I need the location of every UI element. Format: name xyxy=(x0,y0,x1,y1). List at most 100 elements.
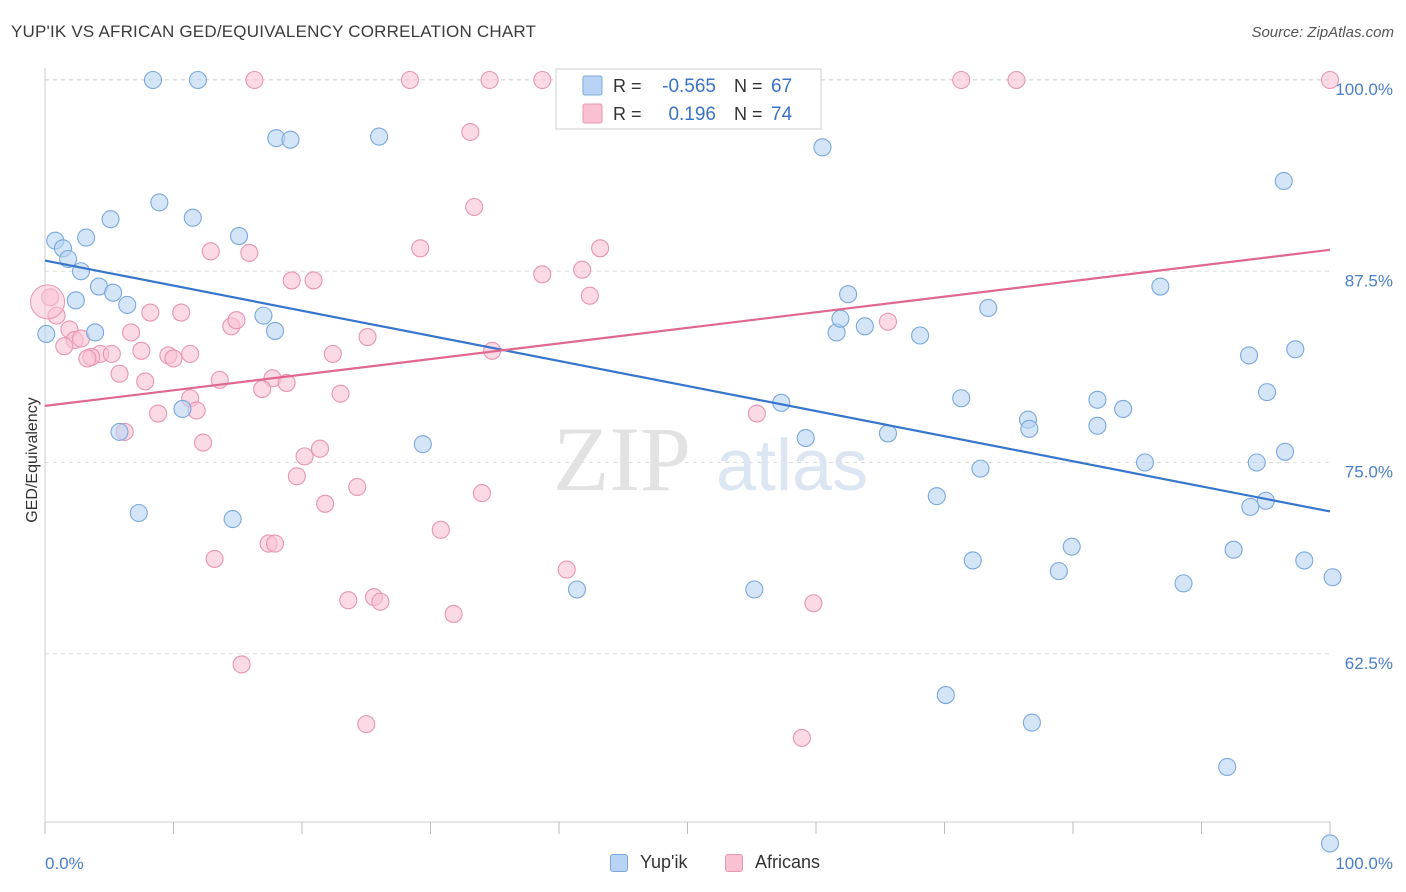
africans-point xyxy=(149,404,168,423)
yupik-point xyxy=(855,317,874,336)
africans-point xyxy=(580,286,599,305)
africans-point xyxy=(323,344,342,363)
legend-r-value-1: -0.565 xyxy=(662,76,716,97)
yupik-point xyxy=(936,686,955,705)
yupik-point xyxy=(1275,442,1295,461)
yupik-point xyxy=(223,510,242,529)
yupik-point xyxy=(971,459,990,478)
africans-point xyxy=(591,239,610,258)
yupik-point xyxy=(173,399,192,419)
africans-point xyxy=(472,484,491,503)
africans-point xyxy=(102,344,121,363)
watermark-atlas: atlas xyxy=(716,426,868,506)
legend-swatch-africans-bottom xyxy=(725,853,743,872)
africans-point xyxy=(804,594,823,613)
yupik-points xyxy=(37,70,1342,853)
africans-point xyxy=(461,122,480,142)
africans-point xyxy=(878,312,898,331)
africans-point xyxy=(227,311,246,330)
source-label: Source: ZipAtlas.com xyxy=(1251,24,1394,41)
africans-point xyxy=(55,337,74,356)
legend-r-label-1: R = xyxy=(613,76,642,96)
yupik-point xyxy=(104,283,123,302)
legend-n-label-1: N = xyxy=(734,76,763,96)
y-tick-label: 100.0% xyxy=(1335,80,1393,99)
stats-legend: R = -0.565 N = 67 R = 0.196 N = 74 xyxy=(555,68,822,130)
legend-label-yupik: Yup'ik xyxy=(640,852,688,872)
yupik-point xyxy=(927,487,946,506)
africans-point xyxy=(1007,70,1026,90)
africans-point xyxy=(277,373,296,392)
africans-point xyxy=(348,477,367,497)
africans-point xyxy=(557,560,576,579)
africans-point xyxy=(952,70,971,90)
africans-point xyxy=(331,384,350,403)
yupik-point xyxy=(1062,537,1081,556)
africans-point xyxy=(747,404,766,423)
legend-swatch-africans xyxy=(582,103,603,124)
legend-item-africans: Africans xyxy=(725,852,820,873)
y-axis-label: GED/Equivalency xyxy=(24,397,41,522)
legend-label-africans: Africans xyxy=(755,852,821,872)
yupik-point xyxy=(143,70,162,90)
africans-point xyxy=(205,549,224,568)
africans-point xyxy=(792,728,811,747)
yupik-point xyxy=(150,193,169,212)
yupik-point xyxy=(1049,562,1068,581)
y-tick-label: 62.5% xyxy=(1345,654,1393,673)
yupik-point xyxy=(188,70,207,90)
africans-point xyxy=(172,303,191,322)
legend-swatch-yupik xyxy=(582,75,603,96)
y-tick-label: 75.0% xyxy=(1345,463,1393,482)
africans-point xyxy=(358,327,377,347)
yupik-point xyxy=(413,435,432,454)
yupik-point xyxy=(1320,834,1340,853)
africans-point xyxy=(110,364,129,383)
africans-point xyxy=(287,467,306,486)
legend-r-value-2: 0.196 xyxy=(668,104,716,125)
yupik-point xyxy=(567,580,587,599)
axes xyxy=(44,821,1331,834)
yupik-point xyxy=(37,324,56,344)
yupik-point xyxy=(66,291,85,310)
yupik-point xyxy=(1257,383,1277,402)
africans-point xyxy=(132,341,151,360)
africans-point xyxy=(339,591,358,610)
africans-point xyxy=(78,349,97,368)
africans-point xyxy=(164,349,183,368)
africans-point xyxy=(201,242,220,261)
yupik-point xyxy=(878,424,898,443)
chart-title: YUP'IK VS AFRICAN GED/EQUIVALENCY CORREL… xyxy=(11,22,537,41)
yupik-point xyxy=(1022,713,1041,732)
yupik-point xyxy=(1247,453,1266,472)
africans-point xyxy=(181,344,200,363)
legend-n-value-2: 74 xyxy=(771,104,793,125)
watermark-zip: ZIP xyxy=(553,408,691,510)
yupik-point xyxy=(1239,346,1259,365)
yupik-point xyxy=(1151,277,1170,296)
yupik-point xyxy=(1020,419,1039,438)
yupik-point xyxy=(183,208,202,227)
africans-point xyxy=(480,70,499,90)
africans-point xyxy=(245,70,264,90)
yupik-point xyxy=(839,285,858,304)
yupik-point xyxy=(1323,568,1342,587)
yupik-point xyxy=(254,306,273,325)
africans-point xyxy=(310,439,330,458)
yupik-point xyxy=(281,130,300,149)
x-tick-labels: 0.0% 100.0% xyxy=(45,854,1393,873)
yupik-point xyxy=(101,210,120,229)
yupik-point xyxy=(1224,540,1243,559)
africans-point xyxy=(265,534,285,553)
africans-point xyxy=(282,271,301,290)
africans-point xyxy=(194,433,213,452)
africans-point xyxy=(411,239,430,258)
yupik-point xyxy=(1088,390,1107,409)
africans-point xyxy=(30,284,66,320)
africans-point xyxy=(431,520,450,539)
yupik-point xyxy=(1295,551,1314,570)
trend-lines xyxy=(44,248,1331,513)
yupik-point xyxy=(1218,757,1237,777)
yupik-point xyxy=(1135,453,1155,472)
